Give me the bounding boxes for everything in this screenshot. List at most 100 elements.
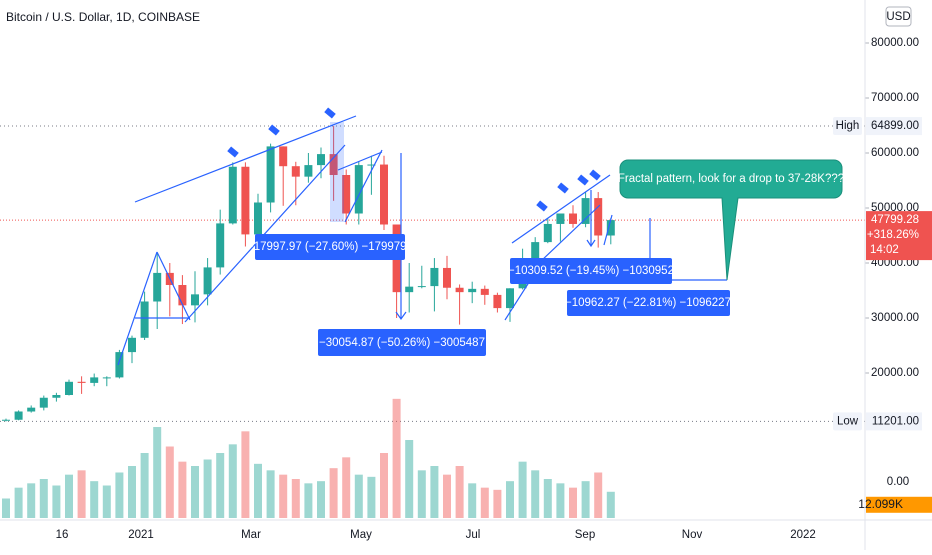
volume-bar [543,479,552,518]
flag [577,174,589,186]
countdown: 14:02 [870,244,899,256]
flag-icons [227,107,601,212]
volume-bar [443,474,451,518]
x-tick-label: Sep [575,529,595,541]
measure-range [330,122,344,222]
volume-bar [569,487,577,518]
candle-body [2,419,10,421]
volume-bar [203,459,212,518]
volume-bar [317,481,325,518]
measure-box [318,329,486,356]
candle-body [115,352,124,378]
trend-line [511,174,611,244]
candle-body [317,154,325,166]
flag [227,146,239,158]
candle-body [228,166,237,224]
volume-badge [866,496,932,513]
level-name: High [836,120,860,132]
candle-body [178,285,187,306]
volume-bar [140,453,149,518]
trend-line [184,144,346,323]
candle-body [430,267,439,287]
y-tick-label: 50000.00 [871,202,919,214]
trend-line [539,204,601,263]
candle-body [329,154,338,175]
flag [589,169,601,181]
candle-body [291,166,300,177]
volume-bar [531,470,540,518]
measure-box [255,234,405,260]
candle-body [14,411,23,420]
volume-bar [128,466,136,518]
candle-body [304,165,313,177]
candle-body [455,287,464,293]
candle-body [128,337,136,353]
x-tick-label: May [350,529,372,541]
x-tick-label: 2022 [790,529,816,541]
grid [0,42,869,422]
volume-bar [518,461,527,518]
candle-body [443,267,451,288]
x-tick-label: Nov [682,529,703,541]
volume-pane [2,398,615,518]
candle-body [241,166,250,235]
candle-body [266,146,275,203]
volume-bar [329,468,338,518]
y-tick-label: 60000.00 [871,147,919,159]
callout-text: Fractal pattern, look for a drop to 37-2… [618,173,844,185]
x-tick-label: Mar [241,529,261,541]
volume-bar [506,481,514,518]
volume-bar [165,446,174,518]
level-value: 11201.00 [872,415,919,427]
volume-bar [14,487,23,518]
trend-line [156,251,191,321]
volume-bar [102,485,111,518]
volume-bar [581,481,590,518]
candle-body [140,301,149,338]
volume-bar [417,470,426,518]
candle-body [506,288,514,309]
trend-line [117,251,158,366]
y-tick-label: 70000.00 [871,92,919,104]
measure-box [567,290,730,316]
x-tick-label: 16 [56,529,69,541]
candle-body [77,381,86,383]
currency: USD [886,11,910,23]
candle-body [102,377,111,379]
level-name-box [833,412,862,431]
candle-body [279,146,288,167]
candle-body [606,220,615,236]
volume-bar [430,466,439,518]
candle-body [90,377,99,383]
volume-bar [65,474,73,518]
level-value-box [866,412,922,431]
volume-bar [27,483,36,518]
candle-body [543,223,552,243]
price-badge [866,211,932,261]
volume-bar [178,461,187,518]
volume-bar [380,453,388,518]
volume-bar [367,476,376,518]
candle-body [254,202,262,235]
measure-label: −30054.87 (−50.26%) −3005487 [319,337,485,349]
measure-label: −17997.97 (−27.60%) −1799797 [247,241,413,253]
candle-body [468,288,477,293]
candle-body [581,198,590,224]
volume-bar [216,453,225,518]
measure-label: −10962.27 (−22.81%) −1096227 [565,297,731,309]
candle-body [191,294,199,306]
candle-body [569,213,577,224]
candle-body [65,381,73,395]
candle-body [367,164,376,166]
volume-bar [291,479,300,518]
candle-body [52,395,61,398]
volume-bar [90,481,99,518]
candle-body [380,164,388,225]
candle-body [405,286,414,293]
flag [557,182,569,194]
callout-box [619,159,843,281]
volume-bar [480,487,489,518]
volume-bar [354,474,363,518]
candle-body [417,286,426,288]
